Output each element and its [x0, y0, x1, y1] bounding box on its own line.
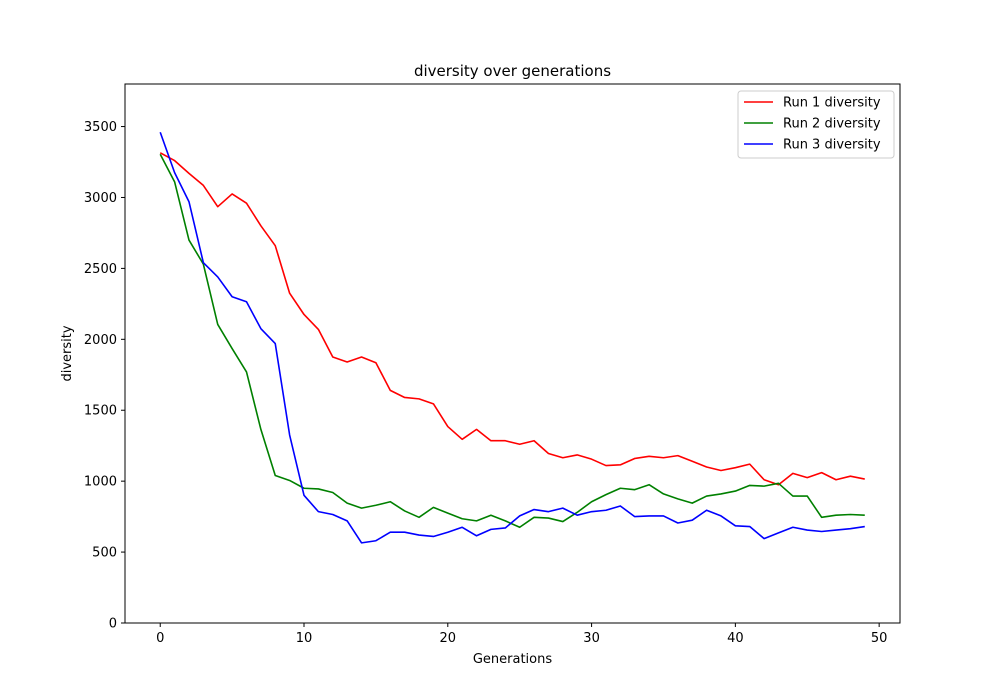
x-tick-label: 50 — [871, 631, 888, 646]
legend-label-run-2: Run 2 diversity — [783, 117, 881, 132]
x-tick-label: 30 — [583, 631, 600, 646]
y-tick-label: 3000 — [84, 191, 117, 206]
x-tick-label: 40 — [727, 631, 744, 646]
legend-label-run-1: Run 1 diversity — [783, 96, 881, 111]
series-line-run-2 — [159, 153, 865, 529]
series-lines — [159, 131, 865, 544]
plot-frame — [124, 83, 901, 624]
y-tick-label: 2000 — [84, 333, 117, 348]
x-axis-title: Generations — [473, 652, 553, 667]
series-line-run-1 — [159, 152, 865, 486]
y-axis-title: diversity — [60, 325, 75, 381]
y-tick-label: 500 — [92, 546, 117, 561]
x-axis-ticks: 0 10 20 30 40 50 — [156, 623, 887, 646]
chart-title: diversity over generations — [414, 62, 611, 80]
y-tick-label: 2500 — [84, 262, 117, 277]
legend-box — [737, 90, 895, 159]
y-tick-label: 1500 — [84, 404, 117, 419]
x-tick-label: 0 — [156, 631, 164, 646]
legend: Run 1 diversity Run 2 diversity Run 3 dive… — [737, 90, 895, 159]
legend-label-run-3: Run 3 diversity — [783, 138, 881, 153]
y-tick-label: 3500 — [84, 120, 117, 135]
y-tick-label: 0 — [109, 617, 117, 632]
x-tick-label: 20 — [440, 631, 457, 646]
y-axis-ticks: 0 500 1000 1500 2000 2500 3000 3500 — [84, 120, 125, 632]
y-tick-label: 1000 — [84, 475, 117, 490]
x-tick-label: 10 — [296, 631, 313, 646]
series-line-run-3 — [159, 131, 865, 544]
plot-area — [125, 84, 900, 623]
